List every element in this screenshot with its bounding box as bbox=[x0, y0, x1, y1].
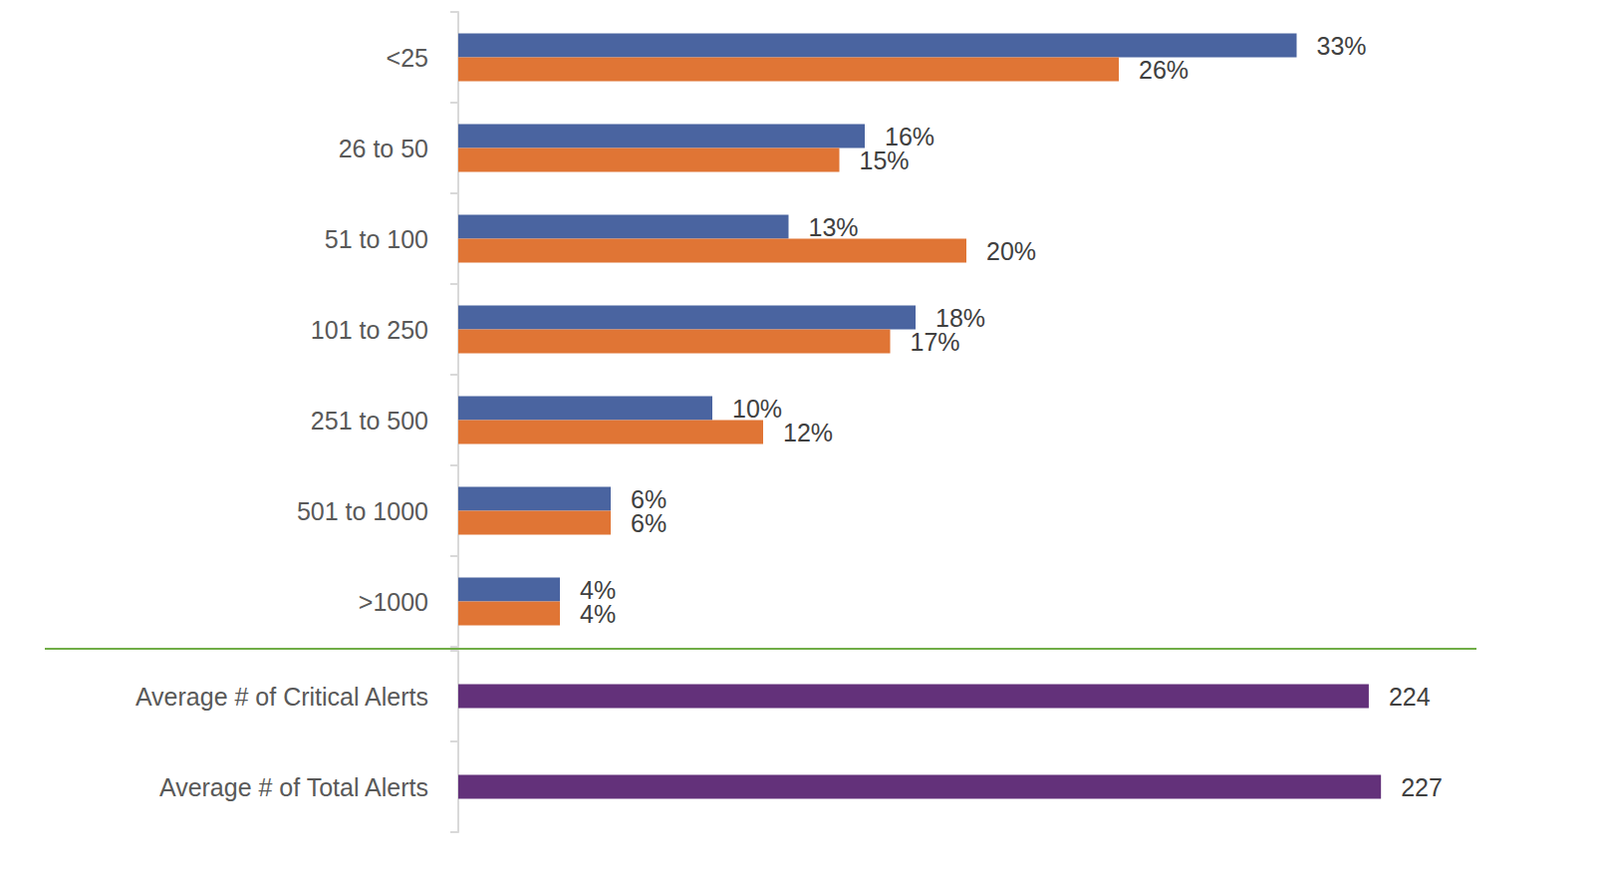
svg-text:15%: 15% bbox=[859, 146, 910, 175]
svg-text:26 to 50: 26 to 50 bbox=[338, 134, 429, 163]
svg-text:227: 227 bbox=[1400, 773, 1443, 801]
svg-text:501 to 1000: 501 to 1000 bbox=[296, 497, 429, 526]
svg-text:<25: <25 bbox=[386, 43, 429, 72]
svg-text:Average # of Total Alerts: Average # of Total Alerts bbox=[159, 773, 429, 801]
svg-text:>1000: >1000 bbox=[358, 587, 429, 616]
svg-text:17%: 17% bbox=[910, 327, 961, 356]
svg-text:13%: 13% bbox=[808, 213, 859, 242]
svg-text:51 to 100: 51 to 100 bbox=[324, 225, 429, 254]
svg-text:Average # of Critical Alerts: Average # of Critical Alerts bbox=[135, 682, 429, 711]
svg-text:6%: 6% bbox=[630, 509, 667, 537]
svg-text:26%: 26% bbox=[1138, 55, 1189, 84]
svg-text:101 to 250: 101 to 250 bbox=[310, 315, 429, 344]
svg-text:16%: 16% bbox=[884, 122, 935, 150]
svg-text:20%: 20% bbox=[986, 237, 1037, 266]
svg-text:18%: 18% bbox=[935, 303, 986, 332]
svg-text:6%: 6% bbox=[630, 484, 667, 513]
svg-text:251 to 500: 251 to 500 bbox=[310, 406, 429, 435]
svg-text:224: 224 bbox=[1388, 682, 1431, 711]
svg-text:4%: 4% bbox=[579, 575, 616, 604]
svg-text:4%: 4% bbox=[579, 599, 616, 628]
svg-text:33%: 33% bbox=[1317, 31, 1367, 60]
svg-text:10%: 10% bbox=[732, 394, 783, 423]
svg-text:12%: 12% bbox=[783, 418, 833, 447]
